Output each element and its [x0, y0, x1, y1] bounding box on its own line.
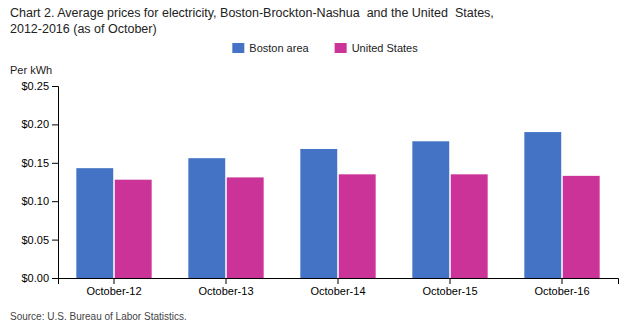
bar [300, 149, 337, 278]
y-tick-label: $0.00 [21, 272, 49, 284]
legend-swatch [335, 43, 347, 53]
x-tick-mark [114, 278, 115, 284]
chart-container: $0.00 $0.05 $0.10 $0.15 $0.20 $0.25 October-12… [0, 0, 634, 326]
x-tick: October-15 [422, 278, 477, 297]
y-tick-mark [52, 124, 58, 125]
plot: $0.00 $0.05 $0.10 $0.15 $0.20 $0.25 October-12… [21, 80, 618, 297]
chart-svg: $0.00 $0.05 $0.10 $0.15 $0.20 $0.25 October-12… [0, 0, 634, 326]
y-tick-label: $0.05 [21, 234, 49, 246]
bar [115, 180, 152, 278]
bar [412, 141, 449, 278]
title-line: 2012-2016 (as of October) [10, 22, 157, 36]
bar [451, 174, 488, 278]
legend-item: Boston area [232, 42, 309, 54]
y-tick-mark [52, 201, 58, 202]
x-tick: October-13 [198, 278, 253, 297]
x-tick-mark [338, 278, 339, 284]
y-tick-label: $0.20 [21, 118, 49, 130]
y-tick-mark [52, 240, 58, 241]
y-tick: $0.10 [21, 195, 58, 207]
x-axis: October-12 October-13 October-14 October-15… [59, 278, 619, 297]
y-tick: $0.25 [21, 80, 58, 92]
y-axis-line [52, 87, 59, 279]
y-tick-mark [52, 278, 58, 279]
y-tick-label: $0.15 [21, 157, 49, 169]
title-line: Chart 2. Average prices for electricity,… [10, 6, 494, 20]
title: Chart 2. Average prices for electricity,… [10, 6, 494, 36]
y-tick: $0.05 [21, 234, 58, 246]
bar [563, 176, 600, 278]
x-tick-label: October-14 [310, 285, 365, 297]
y-tick-label: $0.25 [21, 80, 49, 92]
bar [76, 168, 113, 278]
legend: Boston area United States [232, 42, 418, 54]
bar [524, 132, 561, 278]
x-tick-label: October-16 [534, 285, 589, 297]
x-tick-label: October-15 [422, 285, 477, 297]
y-tick-mark [52, 163, 58, 164]
source: Source: U.S. Bureau of Labor Statistics. [10, 311, 187, 322]
bar [339, 174, 376, 278]
y-tick-mark [52, 86, 58, 87]
x-axis-line [59, 279, 619, 285]
x-tick-label: October-12 [86, 285, 141, 297]
y-tick: $0.00 [21, 272, 58, 284]
y-tick: $0.15 [21, 157, 58, 169]
x-tick-mark [226, 278, 227, 284]
x-tick-label: October-13 [198, 285, 253, 297]
bars [76, 132, 599, 278]
legend-item: United States [335, 42, 419, 54]
bar [227, 177, 264, 278]
legend-swatch [232, 43, 244, 53]
bar [188, 158, 225, 278]
x-tick: October-14 [310, 278, 365, 297]
y-tick: $0.20 [21, 118, 58, 130]
x-tick: October-16 [534, 278, 589, 297]
y-axis-title: Per kWh [10, 64, 52, 76]
x-tick: October-12 [86, 278, 141, 297]
x-tick-mark [562, 278, 563, 284]
y-axis: $0.00 $0.05 $0.10 $0.15 $0.20 $0.25 [21, 80, 58, 284]
legend-label: United States [352, 42, 419, 54]
x-tick-mark [450, 278, 451, 284]
y-tick-label: $0.10 [21, 195, 49, 207]
legend-label: Boston area [249, 42, 309, 54]
